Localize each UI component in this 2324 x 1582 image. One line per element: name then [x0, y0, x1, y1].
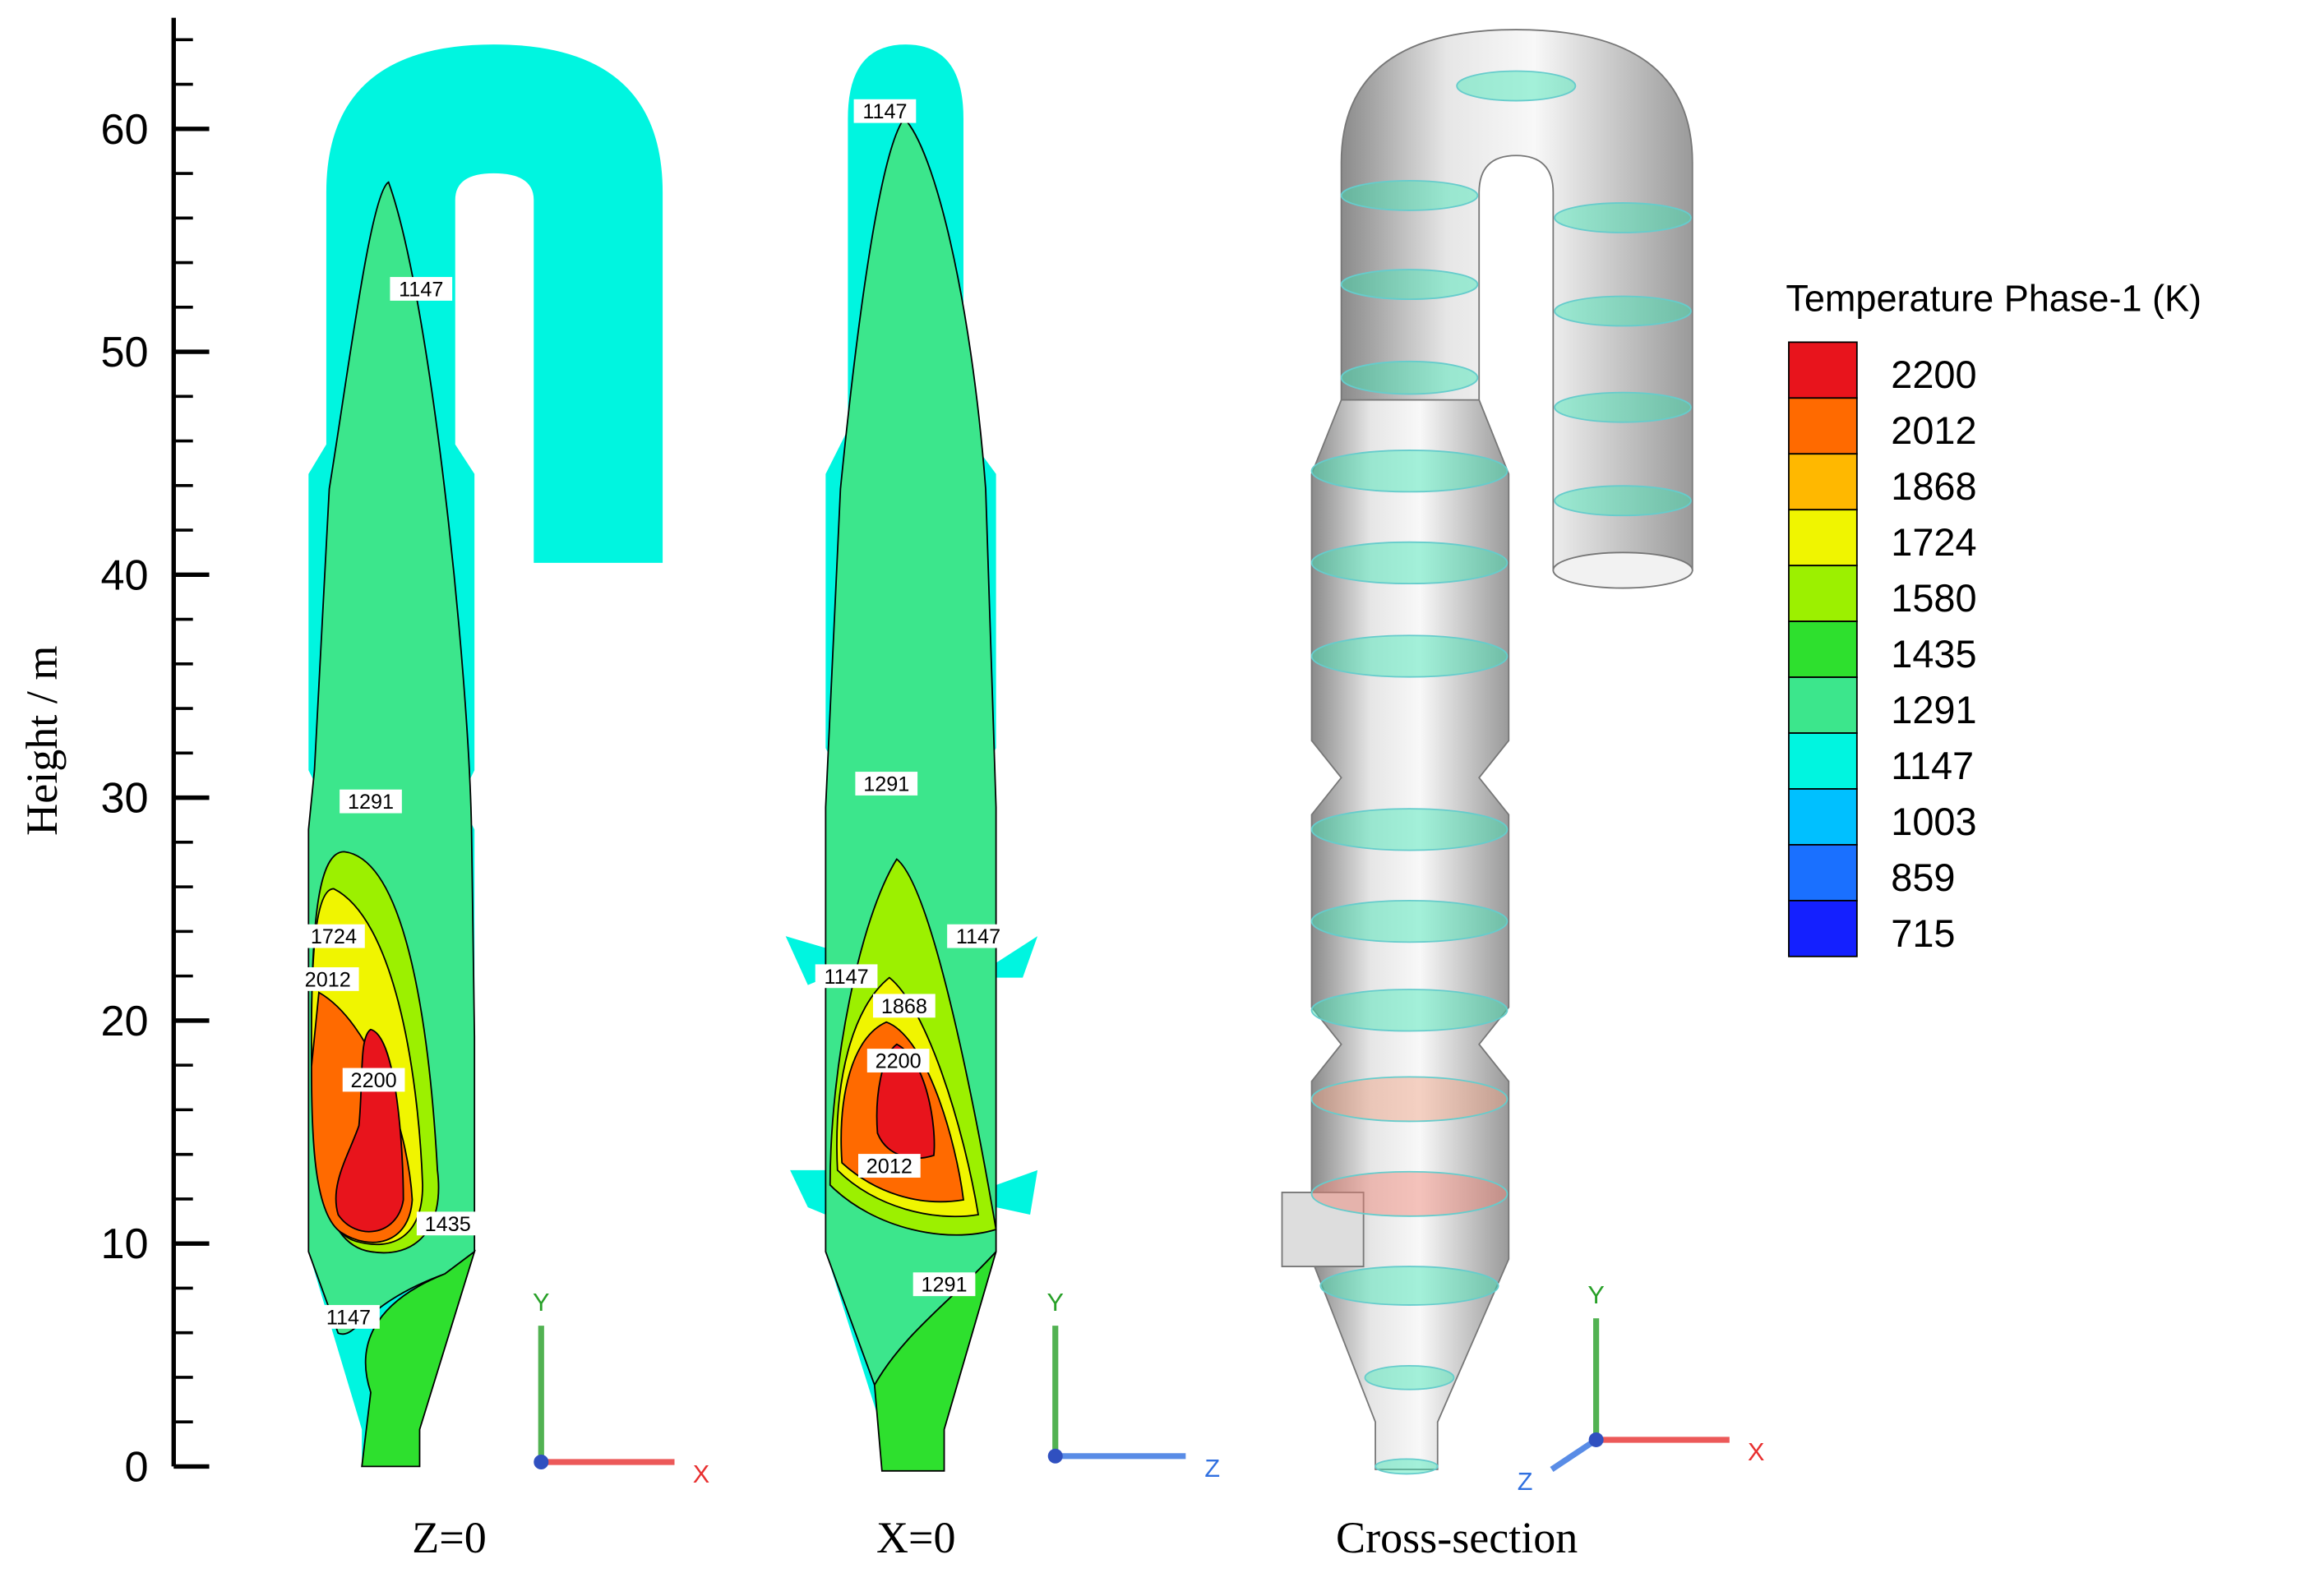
green-region — [361, 1249, 476, 1468]
triad-label: Z — [1518, 1468, 1533, 1496]
contour-label-bg — [390, 277, 453, 301]
green-region — [873, 1251, 997, 1472]
legend-swatch — [1788, 676, 1858, 734]
contour-label: 1147 — [956, 925, 1000, 948]
legend-label: 1291 — [1891, 689, 1976, 731]
legend-label: 1724 — [1891, 521, 1976, 564]
legend: Temperature Phase-1 (K) 2200 2012 1868 1724… — [1786, 278, 2202, 957]
y-tick-label: 0 — [125, 1443, 149, 1491]
pipe-end — [1552, 551, 1693, 589]
contour-label: 2012 — [305, 968, 351, 991]
triad-label: X — [1748, 1438, 1764, 1466]
contour-label-bg — [303, 924, 365, 948]
contour-label: 1724 — [311, 925, 357, 948]
panel-caption: Z=0 — [412, 1513, 487, 1562]
contour-label-bg — [853, 99, 917, 123]
contour-label-bg — [317, 1304, 380, 1329]
contour-label: 1147 — [326, 1306, 371, 1329]
contour-label: 1147 — [824, 966, 868, 989]
axis-triads: Y X Y Z Y Z X — [533, 1281, 1764, 1496]
triad-label: Y — [1047, 1289, 1064, 1317]
contour-label-bg — [296, 966, 359, 991]
triad-label: X — [693, 1460, 709, 1488]
legend-swatch — [1788, 453, 1858, 511]
contour-label-bg — [913, 1272, 976, 1297]
slices — [1310, 70, 1692, 1475]
legend-swatch — [1788, 620, 1858, 678]
contour-label: 2012 — [866, 1155, 913, 1178]
triad-axis — [1550, 1437, 1598, 1473]
panel-z0 — [307, 44, 663, 1468]
legend-swatch — [1788, 788, 1858, 846]
contour-label-bg — [947, 924, 1010, 948]
legend-label: 1147 — [1891, 745, 1974, 787]
contour-label: 1291 — [921, 1274, 967, 1297]
contour-label: 1147 — [399, 278, 443, 301]
contour-label: 1147 — [862, 100, 907, 123]
y-tick-label: 10 — [100, 1220, 148, 1268]
contour-label: 1435 — [425, 1213, 471, 1236]
triad-label: Z — [1204, 1455, 1220, 1483]
y-tick-label: 50 — [100, 329, 148, 376]
legend-swatch — [1788, 509, 1858, 567]
contour-label-bg — [873, 994, 936, 1018]
legend-swatch — [1788, 397, 1858, 455]
contour-label-bg — [858, 1154, 921, 1178]
contour-label: 1868 — [881, 995, 927, 1018]
panel-caption: X=0 — [876, 1513, 956, 1562]
contour-label-bg — [815, 964, 878, 989]
contour-label: 2200 — [351, 1069, 397, 1092]
legend-swatch — [1788, 565, 1858, 623]
legend-label: 715 — [1891, 912, 1955, 955]
contour-label-bg — [416, 1211, 479, 1236]
triad-origin — [534, 1454, 549, 1470]
y-ticks: 0 10 20 30 40 50 60 — [100, 38, 210, 1491]
panel-x0 — [785, 44, 1038, 1472]
legend-label: 1868 — [1891, 465, 1976, 508]
contour-labels: Z=0 1147 1291 1724 2012 2200 1435 1147 X=0 1147 12… — [296, 99, 1578, 1562]
contour-label: 1291 — [863, 773, 909, 796]
y-tick-label: 30 — [100, 775, 148, 823]
legend-label: 2012 — [1891, 409, 1976, 452]
legend-swatch — [1788, 844, 1858, 902]
contour-label-bg — [340, 789, 402, 814]
y-axis-label: Height / m — [17, 646, 67, 836]
contour-label-bg — [866, 1049, 930, 1072]
triad-origin — [1588, 1432, 1604, 1447]
panel-caption: Cross-section — [1336, 1513, 1578, 1562]
y-tick-label: 60 — [100, 106, 148, 154]
legend-label: 1003 — [1891, 800, 1976, 843]
legend-label: 1580 — [1891, 577, 1976, 620]
y-tick-label: 20 — [100, 998, 148, 1045]
legend-label: 859 — [1891, 856, 1955, 899]
contour-label-bg — [855, 772, 918, 796]
legend-label: 1435 — [1891, 633, 1976, 676]
legend-swatch — [1788, 341, 1858, 399]
y-tick-label: 40 — [100, 551, 148, 599]
panel-cross-section — [1281, 29, 1693, 1475]
legend-label: 2200 — [1891, 353, 1976, 396]
legend-title: Temperature Phase-1 (K) — [1786, 278, 2202, 320]
triad-origin — [1047, 1448, 1063, 1464]
contour-label: 1291 — [348, 791, 394, 814]
contour-label-bg — [342, 1068, 405, 1092]
legend-swatch — [1788, 899, 1858, 957]
triad-label: Y — [1587, 1281, 1604, 1309]
contour-label: 2200 — [876, 1050, 922, 1073]
triad-label: Y — [533, 1289, 549, 1317]
legend-swatch — [1788, 732, 1858, 790]
